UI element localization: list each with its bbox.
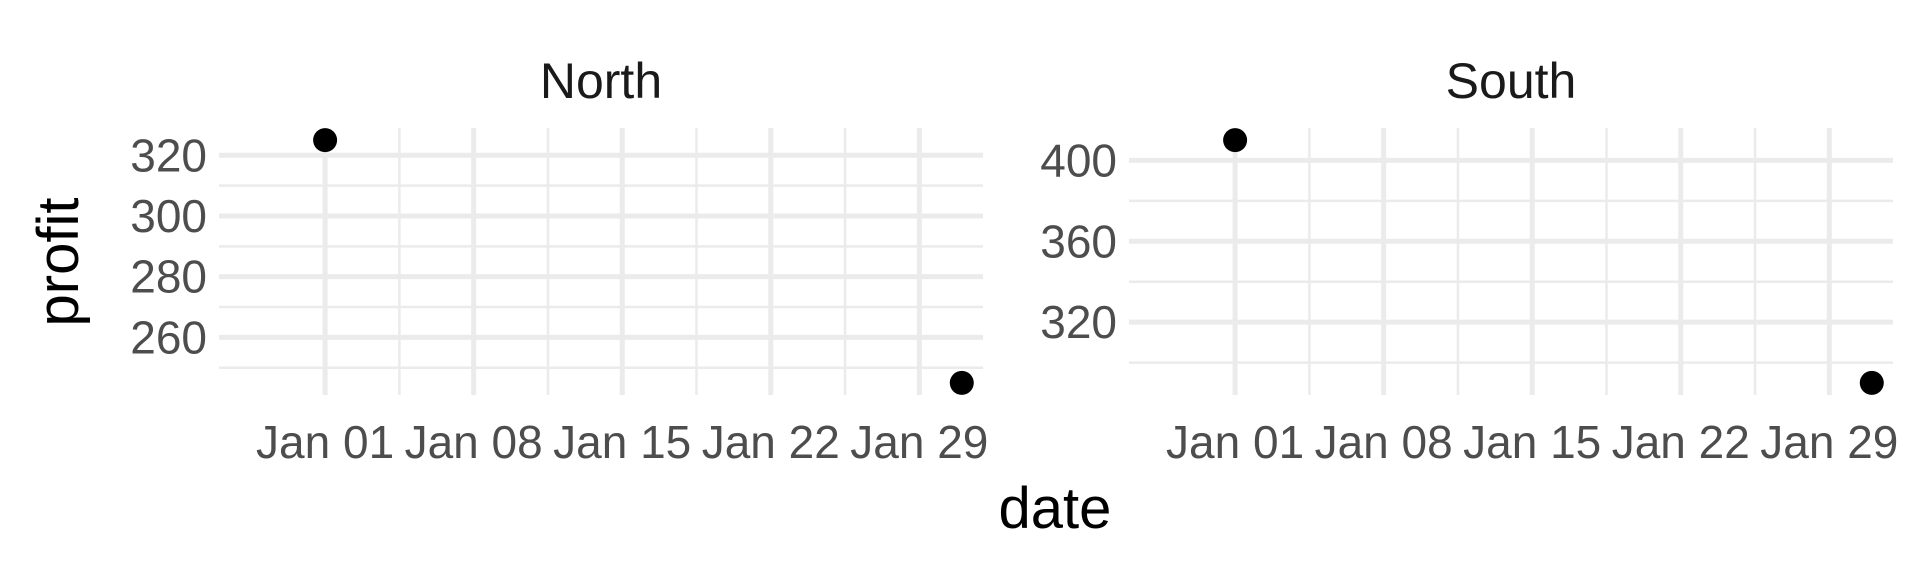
y-tick-label: 320: [130, 129, 207, 181]
panel-title: North: [540, 53, 662, 109]
y-tick-label: 360: [1040, 215, 1117, 267]
x-axis-title: date: [999, 476, 1112, 541]
y-tick-label: 300: [130, 190, 207, 242]
panel-title: South: [1446, 53, 1577, 109]
x-tick-label: Jan 15: [1463, 416, 1601, 468]
x-tick-label: Jan 01: [1166, 416, 1304, 468]
x-tick-label: Jan 08: [1315, 416, 1453, 468]
x-tick-label: Jan 15: [553, 416, 691, 468]
panel-north: North Jan 01 Jan 08 Jan 15 Jan 22 Jan 29 260 28…: [130, 53, 988, 468]
data-point: [1223, 128, 1248, 153]
y-tick-label: 280: [130, 251, 207, 303]
x-tick-label: Jan 29: [850, 416, 988, 468]
panel-south: South Jan 01 Jan 08 Jan 15 Jan 22 Jan 29 320 36…: [1040, 53, 1898, 468]
data-point: [949, 370, 974, 395]
data-point: [1859, 370, 1884, 395]
x-tick-label: Jan 22: [1612, 416, 1750, 468]
y-axis-title: profit: [26, 198, 91, 327]
x-tick-label: Jan 01: [256, 416, 394, 468]
data-point: [313, 128, 338, 153]
y-tick-label: 320: [1040, 296, 1117, 348]
y-tick-label: 260: [130, 311, 207, 363]
y-tick-label: 400: [1040, 134, 1117, 186]
x-tick-label: Jan 29: [1760, 416, 1898, 468]
x-tick-label: Jan 08: [405, 416, 543, 468]
x-tick-label: Jan 22: [702, 416, 840, 468]
